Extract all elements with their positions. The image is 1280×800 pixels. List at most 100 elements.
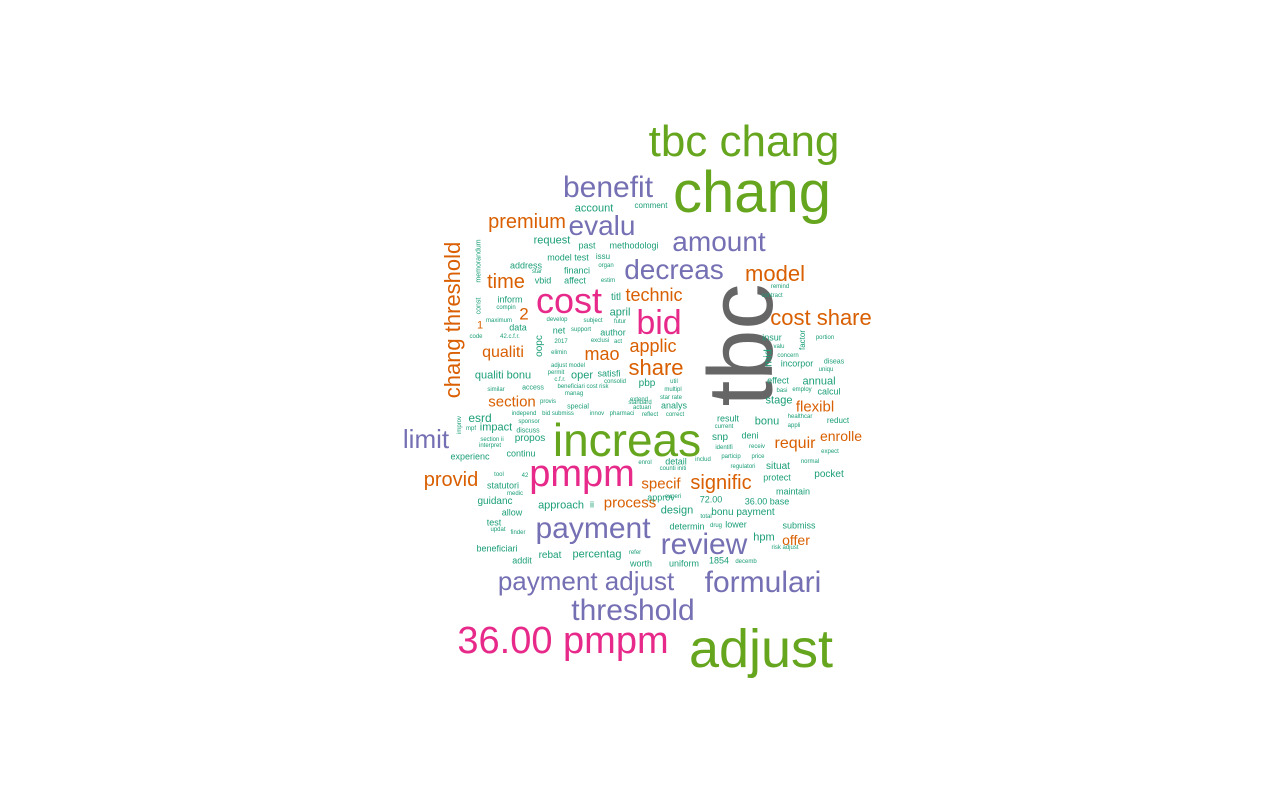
- cloud-word: 72.00: [699, 494, 723, 505]
- cloud-word: impact: [479, 421, 513, 434]
- cloud-word: multipl: [664, 387, 682, 393]
- cloud-word: expect: [821, 449, 839, 455]
- cloud-word: chang threshold: [440, 241, 465, 399]
- cloud-word: increas: [552, 414, 702, 466]
- cloud-word: estim: [600, 278, 616, 284]
- cloud-word: satisfi: [597, 368, 621, 379]
- cloud-word: april: [609, 306, 631, 319]
- cloud-word: determin: [669, 521, 705, 532]
- cloud-word: section: [488, 393, 536, 411]
- cloud-word: total: [700, 514, 712, 520]
- cloud-word: permit: [547, 370, 565, 376]
- cloud-word: memorandum: [475, 239, 483, 283]
- cloud-word: pharmaci: [609, 411, 635, 417]
- cloud-word: offer: [782, 532, 810, 548]
- cloud-word: mid: [762, 349, 775, 367]
- cloud-word: model: [745, 261, 805, 286]
- cloud-word: receiv: [748, 444, 766, 450]
- cloud-word: independ: [511, 411, 537, 417]
- cloud-word: issu: [595, 252, 611, 261]
- cloud-word: titl: [611, 292, 621, 303]
- cloud-word: similar: [487, 387, 505, 393]
- cloud-word: medic: [506, 491, 524, 497]
- cloud-word: maintain: [775, 486, 811, 497]
- cloud-word: effect: [767, 375, 789, 386]
- cloud-word: addit: [512, 555, 532, 566]
- cloud-word: applic: [629, 336, 677, 356]
- cloud-word: qualiti: [482, 344, 524, 361]
- cloud-word: pmpm: [529, 453, 635, 495]
- cloud-word: finder: [510, 530, 526, 536]
- cloud-word: lower: [725, 519, 747, 530]
- cloud-word: beneficiari: [476, 543, 518, 554]
- cloud-word: past: [578, 240, 596, 251]
- cloud-word: request: [533, 234, 571, 247]
- cloud-word: financi: [563, 265, 591, 276]
- cloud-word: updat: [490, 527, 506, 533]
- cloud-word: decreas: [624, 254, 724, 285]
- cloud-word: particip: [721, 454, 741, 460]
- cloud-word: test: [486, 517, 502, 528]
- cloud-word: adjust model: [550, 363, 586, 369]
- cloud-word: factor: [798, 329, 807, 351]
- cloud-word: benefit: [562, 171, 654, 204]
- cloud-word: bonu: [754, 415, 780, 428]
- cloud-word: payment: [535, 512, 651, 545]
- cloud-word: includ: [695, 457, 711, 463]
- cloud-word: const: [475, 297, 483, 315]
- cloud-word: remind: [770, 284, 790, 290]
- cloud-word: pbp: [638, 378, 656, 389]
- cloud-word: flexibl: [795, 398, 835, 416]
- cloud-word: chang: [672, 160, 832, 225]
- cloud-word: qualiti bonu: [474, 369, 532, 382]
- cloud-word: bid submiss: [542, 411, 574, 417]
- cloud-word: rebat: [538, 550, 562, 561]
- cloud-word: premium: [488, 211, 566, 233]
- cloud-word: beneficiari cost risk: [557, 384, 609, 390]
- cloud-word: contract: [761, 293, 783, 299]
- cloud-word: allow: [501, 507, 523, 518]
- cloud-word: time: [487, 271, 525, 293]
- cloud-word: submiss: [782, 520, 816, 531]
- cloud-word: 1854: [708, 555, 730, 566]
- cloud-word: adjust: [688, 619, 834, 679]
- cloud-word: consolid: [603, 379, 627, 385]
- cloud-word: mpf: [465, 426, 477, 432]
- cloud-word: requir: [774, 435, 816, 452]
- cloud-word: incorpor: [780, 358, 814, 369]
- cloud-word: subject: [583, 318, 603, 324]
- cloud-word: experienc: [450, 451, 490, 462]
- cloud-word: employ: [792, 387, 812, 393]
- cloud-word: actuari: [632, 405, 652, 411]
- cloud-word: correct: [665, 412, 685, 418]
- cloud-word: annual: [802, 375, 836, 388]
- cloud-word: signific: [690, 472, 752, 494]
- cloud-word: act: [613, 339, 623, 345]
- cloud-word: oper: [570, 369, 594, 382]
- cloud-word: account: [574, 202, 614, 215]
- cloud-word: portion: [815, 335, 835, 341]
- cloud-word: stage: [765, 394, 793, 407]
- cloud-word: code: [469, 334, 483, 340]
- cloud-word: worth: [629, 558, 653, 569]
- cloud-word: elimin: [551, 350, 567, 356]
- cloud-word: bid: [636, 304, 682, 342]
- cloud-word: basi: [776, 388, 788, 394]
- cloud-word: improv: [457, 415, 463, 435]
- cloud-word: review: [660, 528, 748, 561]
- cloud-word: enrolle: [819, 428, 863, 444]
- cloud-word: technic: [625, 285, 683, 305]
- cloud-word: normal: [800, 459, 820, 465]
- cloud-word: share: [628, 355, 684, 380]
- cloud-word: payment adjust: [497, 566, 675, 596]
- cloud-word: evalu: [568, 210, 636, 241]
- cloud-word: appli: [787, 423, 801, 429]
- cloud-word: detail: [665, 456, 687, 467]
- cloud-word: risk adjust: [771, 545, 799, 551]
- cloud-word: star rate: [659, 395, 683, 401]
- cloud-word: valu: [773, 344, 785, 350]
- cloud-word: innov: [589, 411, 605, 417]
- cloud-word: provid: [423, 469, 479, 491]
- cloud-word: amount: [672, 226, 766, 257]
